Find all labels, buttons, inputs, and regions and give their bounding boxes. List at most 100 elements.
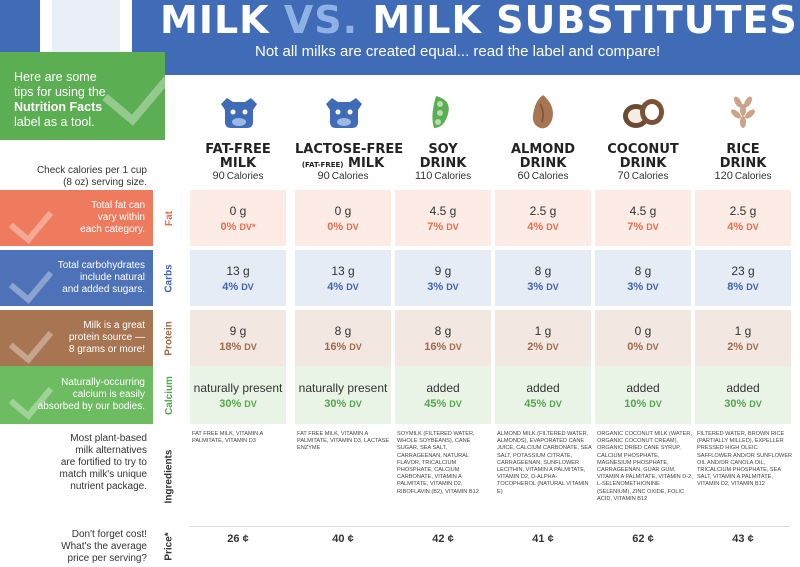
calories-number: 70 — [617, 170, 630, 182]
calories-value: 90 Calories — [295, 170, 391, 182]
note-line: Most plant-based — [70, 433, 147, 444]
column-name-line1: ALMOND — [510, 142, 575, 157]
ingredients-text: SOYMILK (FILTERED WATER, WHOLE SOYBEANS)… — [397, 431, 479, 495]
calcium-amount: naturally present — [298, 380, 388, 395]
note-text: Milk is a great protein source —8 grams o… — [69, 320, 145, 356]
intro-line: Here are some — [14, 70, 97, 84]
price-value: 43 ¢ — [732, 533, 754, 545]
note-fat: Total fat can vary within each category. — [0, 190, 153, 246]
note-line: Milk is a great — [83, 320, 145, 331]
calcium-daily-value: 10% DV — [624, 398, 662, 410]
fat-daily-value: 0% DV* — [221, 221, 256, 233]
protein-amount: 1 g — [534, 323, 552, 338]
dv-percent: 2% — [527, 340, 544, 353]
note-line: Naturally-occurring — [61, 377, 145, 388]
column-name: RICE DRINK — [695, 143, 791, 171]
dv-percent: 7% — [627, 220, 644, 233]
header-banner: MILK VS. MILK SUBSTITUTES Not all milks … — [0, 0, 800, 75]
protein-daily-value: 16% DV — [424, 341, 462, 353]
row-label-ingredients: Ingredients — [157, 430, 181, 522]
column-name-line1: COCONUT — [607, 142, 679, 157]
protein-daily-value: 0% DV — [627, 341, 658, 353]
column-name-line1: SOY — [428, 142, 458, 157]
dv-unit: DV — [349, 398, 362, 409]
carbs-amount: 8 g — [534, 263, 552, 278]
column-header: LACTOSE-FREE (FAT-FREE) MILK — [295, 92, 404, 172]
page-subtitle: Not all milks are created equal... read … — [255, 43, 661, 60]
carbs-daily-value: 3% DV — [627, 281, 658, 293]
carbs-daily-value: 4% DV — [327, 281, 358, 293]
column-name: LACTOSE-FREE (FAT-FREE) MILK — [295, 142, 404, 172]
fat-amount: 0 g — [229, 203, 247, 218]
ingredients-text: FILTERED WATER, BROWN RICE (PARTIALLY MI… — [697, 431, 793, 488]
intro-tip-box: Here are some tips for using the Nutriti… — [0, 52, 172, 140]
dv-percent: 10% — [624, 397, 647, 410]
row-label-text: Fat — [163, 210, 175, 226]
column-name-line2: MILK — [190, 157, 286, 171]
carbs-daily-value: 3% DV — [427, 281, 458, 293]
column-name-line2: (FAT-FREE) MILK — [295, 157, 391, 172]
row-label-text: Ingredients — [163, 449, 175, 503]
dv-unit: DV — [746, 281, 759, 292]
dv-unit: DV — [549, 398, 562, 409]
note-price: Don't forget cost! What's the average pric… — [0, 529, 155, 565]
page-title: MILK VS. MILK SUBSTITUTES — [160, 0, 797, 42]
dv-percent: 18% — [219, 340, 242, 353]
title-milk: MILK — [160, 0, 270, 42]
row-label-carbs: Carbs — [157, 250, 181, 306]
price-value: 62 ¢ — [632, 533, 654, 545]
carbs-daily-value: 8% DV — [727, 281, 758, 293]
column-name-line2: DRINK — [495, 157, 591, 171]
fat-cell: 4.5 g 7% DV — [595, 190, 691, 246]
row-label-price: Price* — [157, 528, 181, 564]
protein-daily-value: 18% DV — [219, 341, 257, 353]
carbs-cell: 8 g 3% DV — [595, 250, 691, 306]
ingredients-text: ALMOND MILK (FILTERED WATER, ALMONDS), E… — [497, 431, 592, 495]
protein-amount: 9 g — [229, 323, 247, 338]
note-line: include natural — [79, 272, 145, 283]
column-header: COCONUT DRINK — [595, 92, 691, 171]
row-label-text: Calcium — [163, 375, 175, 415]
note-line: match milk's unique — [59, 469, 148, 480]
dv-unit: DV* — [239, 221, 256, 232]
cow-icon — [318, 92, 368, 137]
dv-unit: DV — [446, 281, 459, 292]
dv-unit: DV — [546, 221, 559, 232]
soybean-icon — [418, 92, 468, 137]
note-line: Total fat can — [91, 200, 145, 211]
title-vs: VS. — [283, 0, 359, 42]
dv-percent: 3% — [427, 280, 444, 293]
dv-unit: DV — [446, 221, 459, 232]
column-name-line1: LACTOSE-FREE — [295, 142, 404, 157]
calories-value: 90 Calories — [190, 170, 286, 182]
carbs-amount: 23 g — [731, 263, 755, 278]
note-line: Total carbohydrates — [57, 260, 145, 271]
milk-glass-fill — [52, 0, 120, 60]
protein-cell: 8 g 16% DV — [295, 310, 391, 366]
protein-amount: 8 g — [334, 323, 352, 338]
dv-percent: 16% — [324, 340, 347, 353]
dv-unit: DV — [244, 341, 257, 352]
fat-daily-value: 7% DV — [627, 221, 658, 233]
dv-percent: 30% — [324, 397, 347, 410]
dv-percent: 45% — [424, 397, 447, 410]
dv-percent: 4% — [327, 280, 344, 293]
calories-unit: Calories — [331, 171, 369, 182]
cow-icon — [213, 92, 263, 137]
row-label-protein: Protein — [157, 310, 181, 366]
carbs-cell: 23 g 8% DV — [695, 250, 791, 306]
calories-unit: Calories — [434, 171, 472, 182]
note-line: and added sugars. — [62, 284, 145, 295]
calcium-cell: naturally present 30% DV — [295, 366, 391, 424]
row-label-text: Carbs — [163, 263, 175, 293]
note-line: calcium is easily — [72, 389, 145, 400]
column-name-text: DRINK — [519, 156, 567, 171]
note-line: protein source — — [68, 332, 145, 343]
calcium-cell: added 30% DV — [695, 366, 791, 424]
dv-unit: DV — [449, 398, 462, 409]
column-name-line2: DRINK — [695, 157, 791, 171]
dv-unit: DV — [349, 341, 362, 352]
carbs-cell: 9 g 3% DV — [395, 250, 491, 306]
carbs-daily-value: 4% DV — [222, 281, 253, 293]
intro-line-bold: Nutrition Facts — [14, 100, 103, 114]
